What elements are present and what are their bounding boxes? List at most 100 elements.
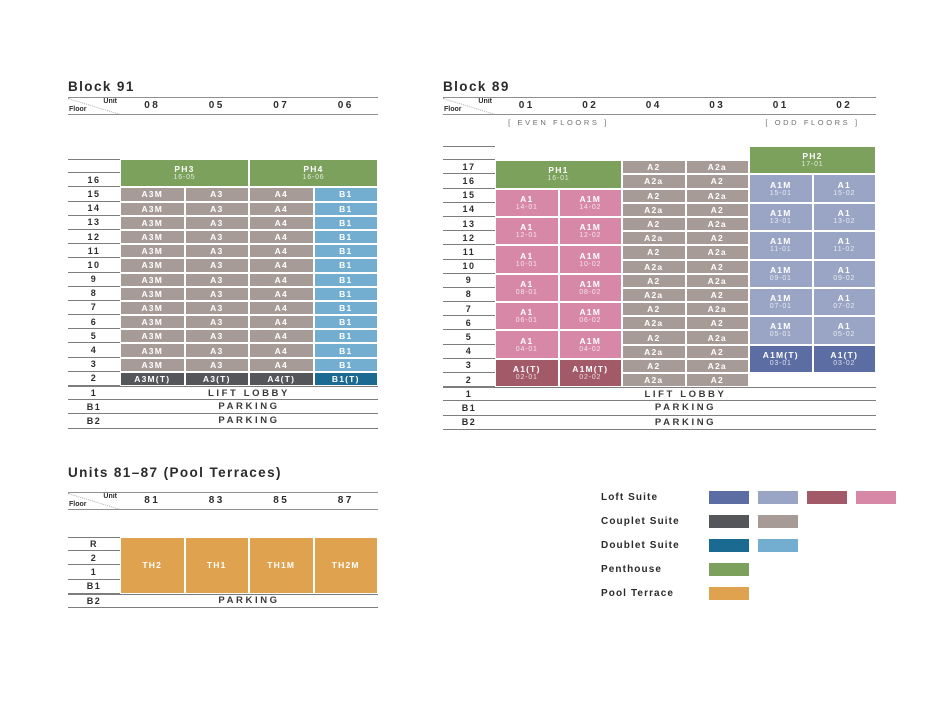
unit-cell-label: A3M bbox=[141, 288, 164, 299]
legend-item: Penthouse bbox=[601, 563, 896, 576]
block-91-header-band: Unit Floor 08 05 07 06 bbox=[68, 97, 378, 115]
unit-cell: A3M bbox=[120, 315, 185, 330]
unit-cell: A3 bbox=[184, 300, 249, 316]
unit-cell-label: A4 bbox=[274, 246, 288, 257]
unit-cell-label: A2 bbox=[647, 304, 661, 315]
unit-cell: A2a bbox=[622, 344, 686, 359]
unit-column-header: 07 bbox=[273, 100, 290, 111]
pool-terraces-title: Units 81–87 (Pool Terraces) bbox=[68, 465, 282, 480]
unit-cell: A2a bbox=[685, 160, 749, 175]
unit-cell-label: TH1M bbox=[267, 560, 296, 571]
block-89-stack-plan: Block 89 Unit Floor 01 02 04 03 01 02 [ EVEN … bbox=[443, 79, 876, 430]
unit-cell: A2a bbox=[622, 316, 686, 331]
unit-cell: A3(T) bbox=[184, 371, 249, 386]
unit-cell-label: B1 bbox=[339, 189, 353, 200]
unit-cell-number: 10-01 bbox=[515, 260, 538, 268]
unit-cell-label: A3 bbox=[210, 232, 224, 243]
floor-label: 8 bbox=[68, 287, 120, 301]
full-width-row: B2 PARKING bbox=[68, 414, 378, 429]
unit-cell-label: A3 bbox=[210, 203, 224, 214]
unit-cell-label: A1M bbox=[769, 321, 792, 332]
floor-label: B1 bbox=[86, 401, 102, 412]
unit-cell: A2a bbox=[685, 273, 749, 288]
unit-cell-label: A2a bbox=[707, 304, 727, 315]
unit-cell: A3 bbox=[184, 329, 249, 344]
unit-cell-label: A1(T) bbox=[830, 349, 859, 360]
unit-cell-label: B1 bbox=[339, 331, 353, 342]
floor-label: 5 bbox=[68, 329, 120, 344]
unit-cell-label: A3 bbox=[210, 217, 224, 228]
unit-cell: A1 15-02 bbox=[812, 174, 876, 203]
unit-cell: A4 bbox=[249, 187, 314, 202]
unit-cell-label: A3M bbox=[141, 260, 164, 271]
floor-label: 10 bbox=[68, 258, 120, 273]
unit-column-header: 03 bbox=[709, 100, 726, 111]
unit-column-header: 02 bbox=[582, 100, 599, 111]
unit-cell-number: 16-01 bbox=[547, 175, 570, 183]
unit-cell-label: A1 bbox=[520, 250, 534, 261]
legend-swatch-loft_dark bbox=[709, 491, 749, 504]
unit-cell: A3 bbox=[184, 343, 249, 358]
floor-group-note: [ EVEN FLOORS ] bbox=[508, 118, 609, 127]
unit-cell: B1 bbox=[313, 187, 378, 202]
unit-column-header: 04 bbox=[645, 100, 662, 111]
unit-cell: A2a bbox=[622, 231, 686, 246]
unit-cell-label: A1M bbox=[579, 250, 602, 261]
unit-column-header: 85 bbox=[273, 495, 290, 506]
unit-cell: B1 bbox=[313, 286, 378, 301]
unit-cell-label: B1 bbox=[339, 232, 353, 243]
unit-cell: A3 bbox=[184, 215, 249, 230]
unit-cell: A4 bbox=[249, 201, 314, 216]
unit-cell: A2 bbox=[685, 373, 749, 388]
unit-cell-label: A1M bbox=[579, 335, 602, 346]
unit-cell-label: A4 bbox=[274, 345, 288, 356]
unit-cell-label: A1M bbox=[769, 236, 792, 247]
unit-cell-number: 07-01 bbox=[769, 303, 792, 311]
corner-unit-label: Unit bbox=[478, 98, 492, 105]
unit-cell-label: A3 bbox=[210, 302, 224, 313]
floor-label: 12 bbox=[443, 231, 495, 246]
unit-cell-label: A2 bbox=[710, 261, 724, 272]
unit-cell: A2a bbox=[685, 245, 749, 260]
unit-cell-label: A1M bbox=[769, 207, 792, 218]
legend-swatch-loft_pink bbox=[856, 491, 896, 504]
floor-label: 7 bbox=[68, 301, 120, 316]
unit-cell-label: A3M bbox=[141, 331, 164, 342]
unit-cell-label: A1 bbox=[520, 335, 534, 346]
floor-label: 14 bbox=[443, 203, 495, 217]
unit-cell-label: PH4 bbox=[303, 164, 324, 175]
unit-cell: A3M bbox=[120, 272, 185, 287]
floor-label: 9 bbox=[68, 273, 120, 287]
floor-label: 16 bbox=[443, 174, 495, 189]
legend-item-label: Penthouse bbox=[601, 564, 663, 575]
unit-cell-label: B1 bbox=[339, 246, 353, 257]
unit-cell-label: PH3 bbox=[174, 164, 195, 175]
unit-cell-label: A2a bbox=[644, 346, 664, 357]
unit-cell: TH1 bbox=[184, 537, 249, 594]
unit-cell-label: A4 bbox=[274, 288, 288, 299]
unit-cell: A1M 12-02 bbox=[558, 216, 622, 246]
floor-label: 7 bbox=[443, 302, 495, 317]
unit-cell: B1 bbox=[313, 272, 378, 287]
unit-cell-label: A2 bbox=[647, 219, 661, 230]
floor-label: 1 bbox=[68, 565, 120, 580]
unit-cell: A3M bbox=[120, 258, 185, 273]
unit-column-headers: 08 05 07 06 bbox=[120, 98, 378, 114]
legend-swatch-couplet_dark bbox=[709, 515, 749, 528]
floor-label: 3 bbox=[443, 359, 495, 373]
unit-cell-label: A2a bbox=[644, 375, 664, 386]
unit-cell-label: A2a bbox=[707, 332, 727, 343]
unit-cell-number: 09-01 bbox=[769, 274, 792, 282]
unit-cell: A1 09-02 bbox=[812, 259, 876, 288]
floor-group-notes: [ EVEN FLOORS ] [ ODD FLOORS ] bbox=[443, 115, 876, 129]
unit-cell-number: 12-01 bbox=[515, 232, 538, 240]
unit-cell: A2a bbox=[685, 358, 749, 373]
unit-column-header: 06 bbox=[337, 100, 354, 111]
unit-cell-number: 11-01 bbox=[770, 246, 792, 254]
unit-column-header: 05 bbox=[208, 100, 225, 111]
unit-cell-number: 02-01 bbox=[515, 374, 538, 381]
unit-cell-number: 08-01 bbox=[515, 288, 538, 296]
unit-cell: TH2M bbox=[313, 537, 378, 594]
unit-cell-label: A3M bbox=[141, 189, 164, 200]
unit-cell: A4 bbox=[249, 343, 314, 358]
